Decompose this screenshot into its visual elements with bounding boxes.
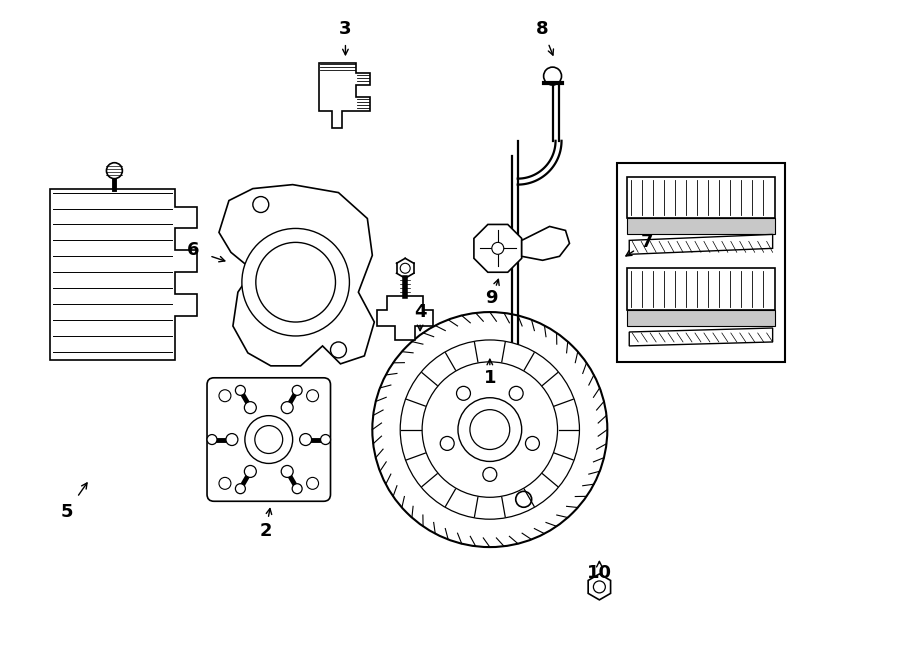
Circle shape — [207, 434, 217, 444]
Text: 10: 10 — [587, 564, 612, 582]
Text: 3: 3 — [339, 20, 352, 38]
Text: 7: 7 — [641, 233, 653, 251]
Circle shape — [470, 410, 509, 449]
Bar — [627, 176, 775, 219]
Text: 5: 5 — [60, 503, 73, 522]
Circle shape — [307, 477, 319, 489]
Bar — [617, 163, 785, 362]
Circle shape — [236, 385, 246, 395]
Circle shape — [245, 465, 256, 477]
Polygon shape — [629, 328, 772, 346]
Circle shape — [245, 416, 292, 463]
Polygon shape — [219, 184, 374, 366]
Polygon shape — [377, 296, 433, 340]
Circle shape — [458, 398, 522, 461]
Circle shape — [373, 312, 608, 547]
Polygon shape — [474, 225, 522, 272]
Circle shape — [320, 434, 330, 444]
Circle shape — [219, 390, 231, 402]
Circle shape — [544, 67, 562, 85]
Bar — [627, 310, 775, 326]
Circle shape — [526, 436, 539, 450]
Polygon shape — [319, 63, 370, 128]
Circle shape — [106, 163, 122, 178]
Polygon shape — [50, 188, 197, 360]
Text: 9: 9 — [486, 289, 498, 307]
Circle shape — [255, 426, 283, 453]
Circle shape — [593, 581, 606, 593]
Bar — [627, 268, 775, 310]
Circle shape — [236, 484, 246, 494]
FancyBboxPatch shape — [207, 378, 330, 501]
Circle shape — [509, 387, 523, 401]
Circle shape — [456, 387, 471, 401]
Circle shape — [330, 342, 346, 358]
Circle shape — [219, 477, 231, 489]
Circle shape — [281, 465, 293, 477]
Polygon shape — [589, 574, 610, 600]
Text: 4: 4 — [414, 303, 427, 321]
Circle shape — [422, 362, 557, 497]
Circle shape — [440, 436, 454, 450]
Circle shape — [242, 229, 349, 336]
Text: 8: 8 — [536, 20, 549, 38]
Circle shape — [292, 484, 302, 494]
Circle shape — [281, 402, 293, 414]
Circle shape — [245, 402, 256, 414]
Polygon shape — [629, 235, 772, 254]
Circle shape — [400, 340, 580, 519]
Circle shape — [292, 385, 302, 395]
Circle shape — [226, 434, 238, 446]
Circle shape — [300, 434, 311, 446]
Polygon shape — [522, 227, 570, 260]
Circle shape — [483, 467, 497, 481]
Circle shape — [253, 196, 269, 212]
Text: 1: 1 — [483, 369, 496, 387]
Circle shape — [491, 243, 504, 254]
Bar — [627, 219, 775, 235]
Circle shape — [256, 243, 336, 322]
Text: 6: 6 — [187, 241, 199, 259]
Circle shape — [400, 263, 410, 273]
Circle shape — [307, 390, 319, 402]
Circle shape — [516, 491, 532, 507]
Text: 2: 2 — [259, 522, 272, 540]
